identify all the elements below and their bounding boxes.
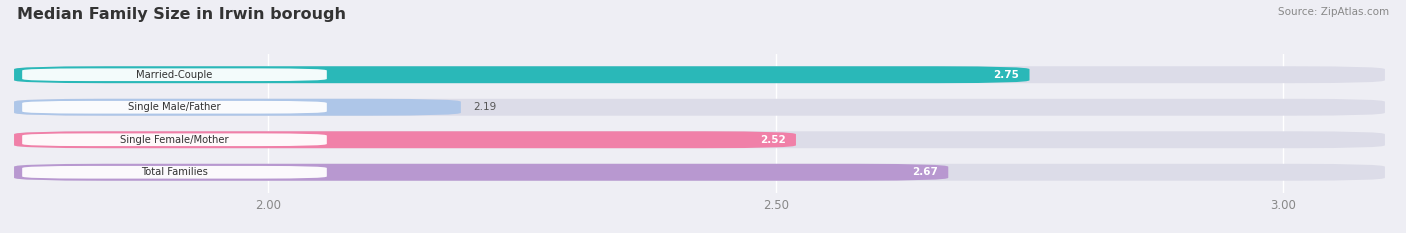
Text: Married-Couple: Married-Couple [136,70,212,80]
Text: Source: ZipAtlas.com: Source: ZipAtlas.com [1278,7,1389,17]
FancyBboxPatch shape [14,66,1029,83]
FancyBboxPatch shape [14,66,1385,83]
Text: 2.52: 2.52 [761,135,786,145]
FancyBboxPatch shape [22,101,326,113]
FancyBboxPatch shape [22,68,326,81]
FancyBboxPatch shape [14,164,948,181]
Text: Single Female/Mother: Single Female/Mother [120,135,229,145]
Text: Single Male/Father: Single Male/Father [128,102,221,112]
Text: 2.75: 2.75 [994,70,1019,80]
FancyBboxPatch shape [22,166,326,179]
FancyBboxPatch shape [22,134,326,146]
FancyBboxPatch shape [14,99,1385,116]
FancyBboxPatch shape [14,164,1385,181]
FancyBboxPatch shape [14,131,796,148]
Text: 2.19: 2.19 [472,102,496,112]
Text: Median Family Size in Irwin borough: Median Family Size in Irwin borough [17,7,346,22]
FancyBboxPatch shape [14,99,461,116]
FancyBboxPatch shape [14,131,1385,148]
Text: Total Families: Total Families [141,167,208,177]
Text: 2.67: 2.67 [912,167,938,177]
